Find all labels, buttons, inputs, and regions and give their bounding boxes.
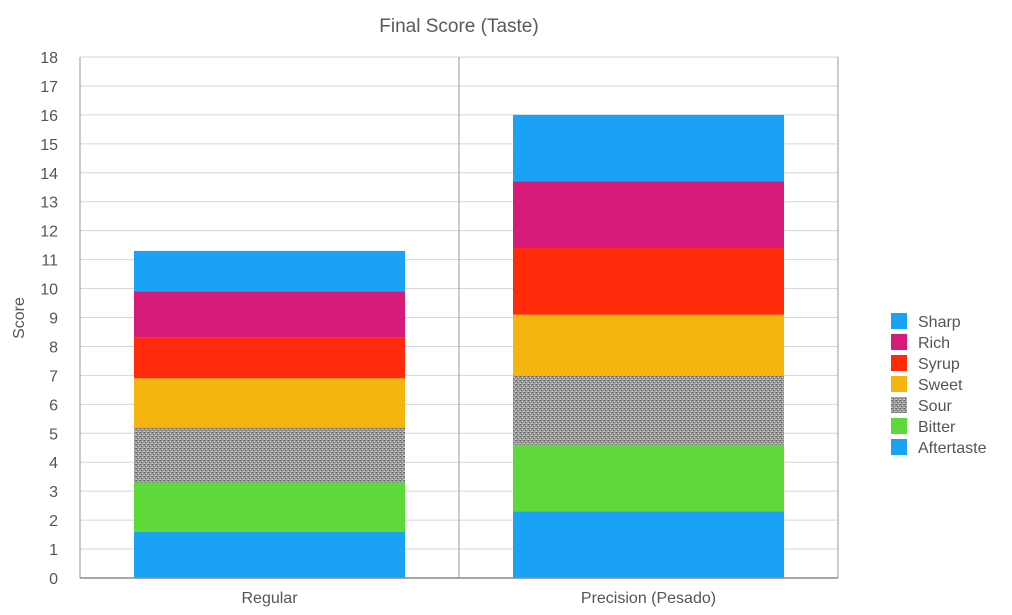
legend-swatch-sharp [891, 313, 907, 329]
bar-segment-sharp [513, 114, 784, 182]
bar-segment-rich [513, 181, 784, 249]
y-tick-label: 12 [40, 224, 58, 241]
y-tick-label: 2 [49, 513, 58, 530]
legend-label-bitter: Bitter [918, 419, 956, 436]
bar-segment-rich [134, 291, 405, 338]
y-tick-label: 7 [49, 368, 58, 385]
bar-segment-sharp [134, 250, 405, 292]
y-tick-label: 5 [49, 426, 58, 443]
y-tick-label: 16 [40, 108, 58, 125]
legend-swatch-sweet [891, 376, 907, 392]
bar-segment-syrup [134, 337, 405, 379]
bar-segment-aftertaste [513, 511, 784, 578]
legend-swatch-sour [891, 397, 907, 413]
legend-label-aftertaste: Aftertaste [918, 440, 987, 457]
y-tick-label: 11 [41, 253, 58, 270]
bars [134, 114, 784, 578]
bar-segment-bitter [513, 444, 784, 512]
y-tick-label: 9 [49, 311, 58, 328]
y-tick-label: 15 [40, 137, 58, 154]
legend-swatch-aftertaste [891, 439, 907, 455]
bar-segment-syrup [513, 248, 784, 315]
y-tick-label: 13 [40, 195, 58, 212]
bar-segment-sour [134, 427, 405, 483]
bar-segment-bitter [134, 482, 405, 532]
y-tick-label: 4 [49, 455, 58, 472]
y-tick-label: 6 [49, 397, 58, 414]
legend-swatch-bitter [891, 418, 907, 434]
y-tick-label: 1 [49, 542, 58, 559]
legend-swatch-syrup [891, 355, 907, 371]
bar-segment-sweet [134, 378, 405, 428]
y-axis-label: Score [11, 297, 28, 339]
x-category-label: Regular [241, 590, 298, 607]
legend-label-sweet: Sweet [918, 377, 963, 394]
y-tick-label: 14 [40, 166, 58, 183]
bar-segment-aftertaste [134, 531, 405, 578]
y-tick-label: 0 [49, 571, 58, 588]
y-tick-label: 18 [40, 50, 58, 67]
x-category-label: Precision (Pesado) [581, 590, 716, 607]
bar-segment-sour [513, 375, 784, 445]
legend-label-rich: Rich [918, 335, 950, 352]
legend: Sharp Rich Syrup Sweet Sour Bitter Aftertaste [891, 313, 987, 457]
y-tick-label: 17 [40, 79, 58, 96]
y-tick-label: 8 [49, 339, 58, 356]
legend-label-sour: Sour [918, 398, 952, 415]
chart-title: Final Score (Taste) [379, 16, 538, 37]
y-tick-label: 10 [40, 282, 58, 299]
y-tick-label: 3 [49, 484, 58, 501]
legend-swatch-rich [891, 334, 907, 350]
bar-segment-sweet [513, 314, 784, 376]
legend-label-syrup: Syrup [918, 356, 960, 373]
legend-label-sharp: Sharp [918, 314, 961, 331]
